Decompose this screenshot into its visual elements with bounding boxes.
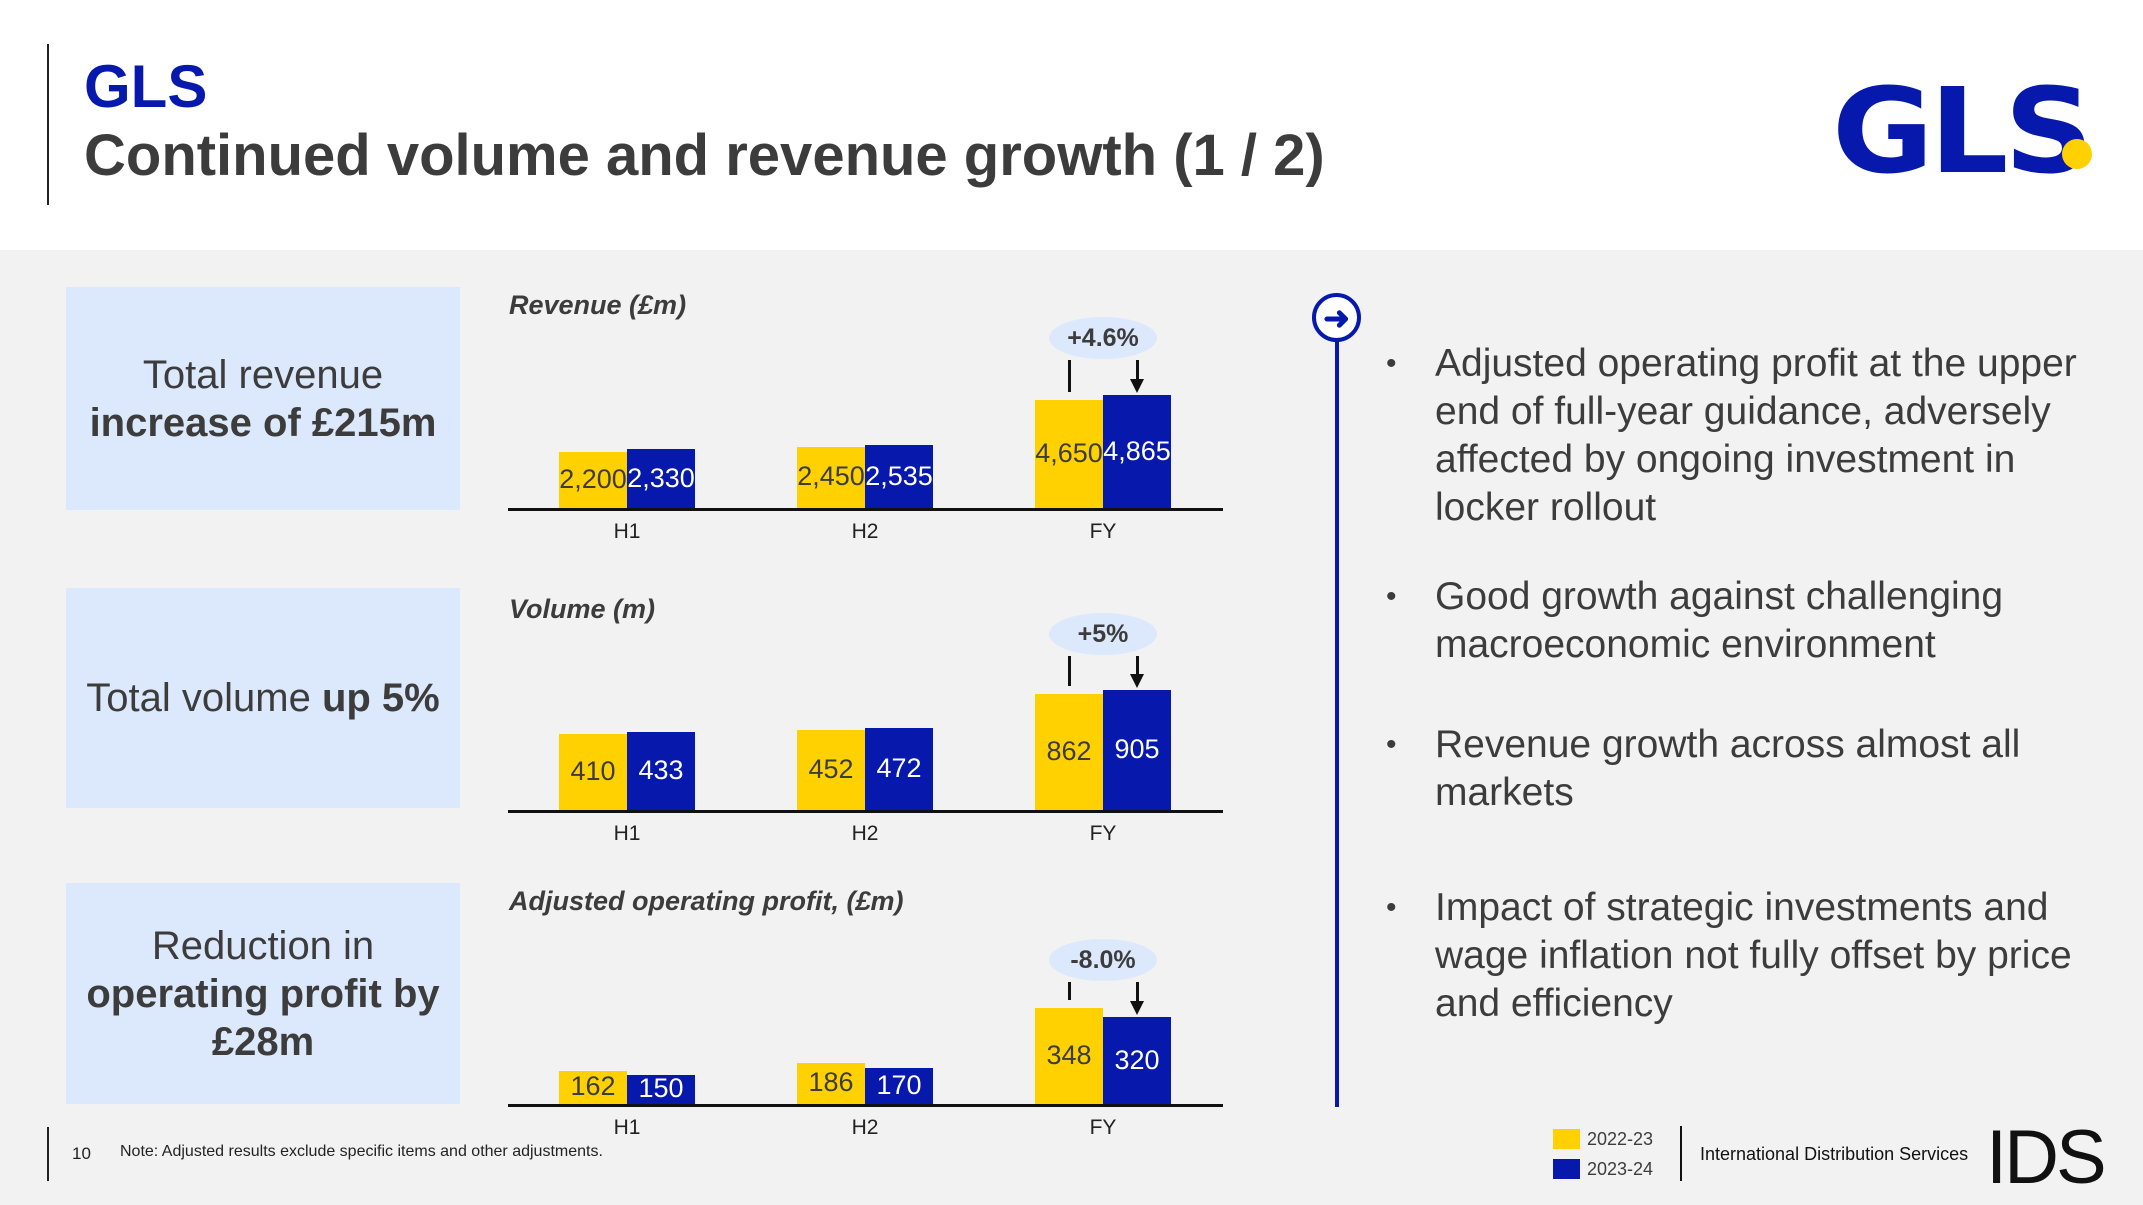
footer-divider [47,1127,49,1181]
kpi-line1: Total volume [86,676,322,720]
kpi-profit: Reduction in operating profit by £28m [66,883,460,1104]
chart-title: Revenue (£m) [509,290,687,320]
category-label: H2 [851,1116,879,1139]
bar-fy-2023-24 [1103,1017,1171,1104]
data-label: 410 [570,755,616,786]
bullet-text: Impact of strategic investments and wage… [1435,886,2072,1025]
kpi-line1: Reduction in [151,923,375,968]
bullet-text: Good growth against challenging macroeco… [1435,575,2004,666]
category-label: FY [1089,520,1117,543]
category-label: FY [1089,822,1117,845]
gls-logo-dot [2062,139,2092,169]
header [0,0,2143,250]
data-label: 905 [1114,734,1160,764]
bar-h1-2023-24 [627,449,695,508]
kpi-volume: Total volume up 5% [66,588,460,808]
category-label: H1 [613,1116,641,1139]
timeline-line [1335,341,1339,1107]
category-label: FY [1089,1116,1117,1139]
change-bracket-left [1068,982,1071,1000]
bar-h2-2023-24 [865,445,933,508]
change-bracket-left [1068,360,1071,392]
change-bracket-left [1068,656,1071,686]
data-label: 472 [876,753,922,784]
kpi-line2: up 5% [321,676,440,720]
bar-h1-2022-23 [559,452,627,508]
data-label: 452 [808,753,854,784]
x-axis [508,1104,1223,1107]
bullet-dot: • [1386,347,1397,380]
kpi-revenue: Total revenue increase of £215m [66,287,460,510]
data-label: 150 [638,1073,684,1104]
bar-fy-2022-23 [1035,693,1103,810]
bullet-text: Adjusted operating profit at the upper e… [1435,342,2077,529]
footer-logo-divider [1680,1126,1682,1181]
page-title: Continued volume and revenue growth (1 /… [84,123,1325,188]
data-label: 862 [1046,735,1092,766]
bullet-text: Revenue growth across almost all markets [1435,723,2021,814]
legend-label: 2022-23 [1587,1129,1654,1149]
header-divider [47,44,49,205]
data-label: 433 [638,754,684,785]
change-badge: -8.0% [1049,939,1157,981]
bullet-dot: • [1386,728,1397,761]
data-label: 2,450 [797,461,865,492]
data-label: 162 [570,1071,616,1102]
x-axis [508,810,1223,813]
bar-fy-2023-24 [1103,395,1171,508]
change-badge: +4.6% [1049,317,1157,359]
bar-h2-2022-23 [797,729,865,810]
bar-h2-2023-24 [865,728,933,810]
bar-h2-2022-23 [797,446,865,508]
kpi-line2: increase of £215m [89,400,437,445]
legend-label: 2023-24 [1587,1159,1654,1179]
data-label: 4,865 [1103,435,1171,466]
arrow-down-icon [1130,674,1144,688]
arrow-down-icon [1130,1001,1144,1016]
category-label: H2 [851,822,879,845]
arrow-right-circle-icon: ➜ [1312,293,1361,342]
legend-swatch-2023-24 [1553,1159,1580,1179]
arrow-down-icon [1130,379,1144,393]
chart-title: Volume (m) [509,594,656,624]
page-number: 10 [72,1144,91,1163]
chart-title: Adjusted operating profit, (£m) [509,886,904,916]
bullet-dot: • [1386,580,1397,613]
bar-h2-2023-24 [865,1067,933,1104]
bar-h1-2022-23 [559,1070,627,1104]
data-label: 2,200 [559,464,627,495]
bar-h1-2022-23 [559,733,627,810]
category-label: H2 [851,520,879,543]
gls-logo: GLS [1832,62,2093,200]
category-label: H1 [613,822,641,845]
bar-fy-2022-23 [1035,1008,1103,1104]
legend-swatch-2022-23 [1553,1129,1580,1149]
change-arrow [1136,360,1139,381]
data-label: 2,535 [865,460,933,491]
footnote: Note: Adjusted results exclude specific … [120,1143,603,1160]
data-label: 348 [1046,1040,1092,1070]
data-label: 170 [876,1069,922,1100]
data-label: 4,650 [1035,437,1103,468]
bullet-dot: • [1386,891,1397,924]
x-axis [508,508,1223,511]
category-label: H1 [613,520,641,543]
bar-fy-2022-23 [1035,399,1103,508]
change-badge: +5% [1049,613,1157,655]
kpi-line1: Total revenue [142,352,384,397]
company-name: International Distribution Services [1700,1144,1969,1164]
bar-h2-2022-23 [797,1062,865,1104]
bar-h1-2023-24 [627,731,695,810]
bar-fy-2023-24 [1103,690,1171,810]
brand-label: GLS [84,53,208,120]
ids-logo: IDS [1986,1115,2107,1200]
change-arrow [1136,656,1139,676]
data-label: 186 [808,1067,854,1098]
data-label: 2,330 [627,462,695,493]
change-arrow [1136,982,1139,1004]
kpi-line2: operating profit by £28m [86,971,440,1064]
bar-h1-2023-24 [627,1074,695,1104]
data-label: 320 [1114,1044,1160,1075]
